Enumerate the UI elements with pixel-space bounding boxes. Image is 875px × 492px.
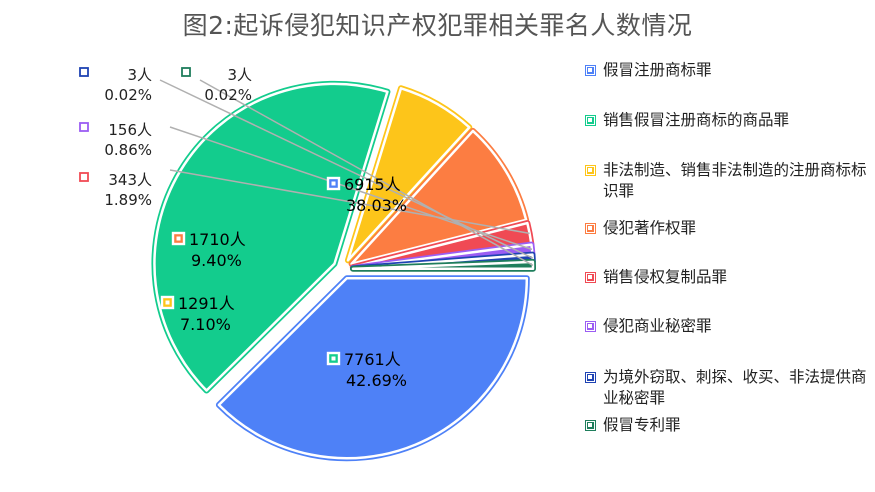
legend-marker-dot: [588, 375, 592, 379]
legend-item[interactable]: 销售假冒注册商标的商品罪: [584, 110, 869, 131]
leader-line: [199, 79, 534, 267]
legend-item[interactable]: 销售侵权复制品罪: [584, 267, 869, 288]
slice-label: 7761人 42.69%: [326, 350, 407, 390]
chart-title: 图2:起诉侵犯知识产权犯罪相关罪名人数情况: [182, 11, 693, 40]
legend-label: 销售侵权复制品罪: [603, 268, 728, 286]
leader-line: [159, 79, 534, 259]
legend-label: 为境外窃取、刺探、收买、非法提供商业秘密罪: [603, 368, 867, 407]
pie-slice[interactable]: [346, 87, 471, 262]
legend-marker-dot: [588, 423, 592, 427]
legend-item[interactable]: 假冒专利罪: [584, 415, 869, 436]
legend-item[interactable]: 侵犯著作权罪: [584, 218, 869, 239]
slice-marker-dot: [176, 236, 181, 241]
legend-marker: [585, 165, 596, 176]
slice-marker-dot: [331, 356, 336, 361]
legend-marker: [585, 223, 596, 234]
legend-item[interactable]: 为境外窃取、刺探、收买、非法提供商业秘密罪: [584, 367, 869, 409]
slice-percent-label: 1.89%: [104, 191, 152, 209]
slice-count-label: 7761人: [344, 350, 401, 369]
legend-marker: [585, 321, 596, 332]
legend-marker-dot: [588, 118, 592, 122]
slice-marker: [181, 67, 191, 77]
legend-item[interactable]: 非法制造、销售非法制造的注册商标标识罪: [584, 160, 869, 202]
legend-label: 侵犯著作权罪: [603, 219, 697, 237]
slice-count-label: 1710人: [189, 230, 246, 249]
leader-line: [169, 169, 530, 235]
slice-marker-dot: [165, 300, 170, 305]
slice-count-label: 3人: [127, 66, 152, 84]
legend-label: 假冒专利罪: [603, 416, 681, 434]
legend-label: 销售假冒注册商标的商品罪: [603, 111, 790, 129]
slice-label: 3人 0.02%: [79, 66, 152, 104]
slice-percent-label: 0.02%: [204, 86, 252, 104]
slice-count-label: 1291人: [178, 294, 235, 313]
slice-percent-label: 38.03%: [346, 196, 407, 215]
legend-marker: [585, 272, 596, 283]
legend-marker: [585, 65, 596, 76]
slice-count-label: 343人: [108, 171, 152, 189]
slice-marker: [79, 122, 89, 132]
legend-label: 非法制造、销售非法制造的注册商标标识罪: [603, 161, 867, 200]
slice-percent-label: 9.40%: [191, 251, 242, 270]
slice-percent-label: 42.69%: [346, 371, 407, 390]
slice-count-label: 6915人: [344, 175, 401, 194]
legend-marker: [585, 372, 596, 383]
pie-slice[interactable]: [217, 276, 529, 460]
slice-count-label: 156人: [108, 121, 152, 139]
slice-label: 1291人 7.10%: [160, 294, 235, 334]
legend-marker: [585, 420, 596, 431]
legend-marker: [585, 115, 596, 126]
slice-marker: [79, 172, 89, 182]
slice-percent-label: 0.02%: [104, 86, 152, 104]
slice-marker: [79, 67, 89, 77]
legend-item[interactable]: 假冒注册商标罪: [584, 60, 869, 81]
slice-count-label: 3人: [227, 66, 252, 84]
slice-percent-label: 7.10%: [180, 315, 231, 334]
slice-label: 156人 0.86%: [79, 121, 152, 159]
pie-slice[interactable]: [350, 129, 528, 266]
legend-marker-dot: [588, 68, 592, 72]
slice-label: 343人 1.89%: [79, 171, 152, 209]
slice-label: 3人 0.02%: [181, 66, 252, 104]
legend-label: 侵犯商业秘密罪: [603, 317, 712, 335]
legend-item[interactable]: 侵犯商业秘密罪: [584, 316, 869, 337]
slice-marker-dot: [331, 181, 336, 186]
slice-label: 6915人 38.03%: [326, 175, 407, 215]
legend-marker-dot: [588, 168, 592, 172]
legend-marker-dot: [588, 324, 592, 328]
slice-label: 1710人 9.40%: [171, 230, 246, 270]
slice-percent-label: 0.86%: [104, 141, 152, 159]
legend-marker-dot: [588, 226, 592, 230]
legend-label: 假冒注册商标罪: [603, 61, 712, 79]
legend-marker-dot: [588, 275, 592, 279]
